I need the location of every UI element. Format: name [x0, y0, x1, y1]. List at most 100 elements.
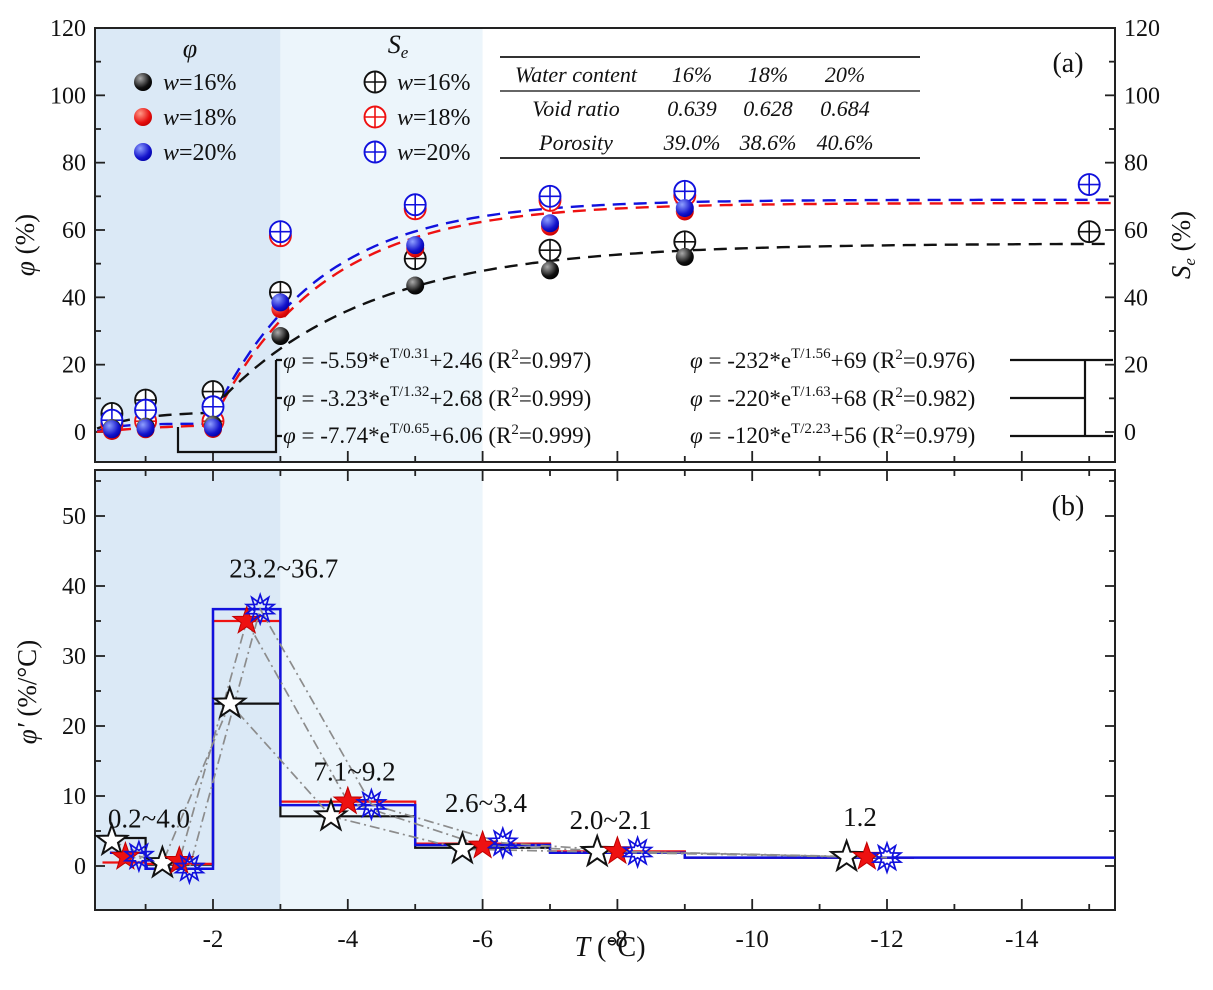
phi-marker-blue	[102, 420, 121, 439]
fit-equations: φ = -5.59*eT/0.31+2.46 (R2=0.997)φ = -3.…	[176, 346, 1113, 454]
text-span: φ	[283, 423, 296, 448]
text-span: φ	[690, 423, 703, 448]
x-tick-label: -14	[1005, 926, 1039, 953]
text-span: = -3.23*e	[296, 386, 390, 411]
legend-se-header: Se	[388, 30, 409, 62]
star-double-blue	[870, 840, 904, 872]
legend-label-se-black: w=16%	[397, 70, 471, 96]
x-tick-label: -4	[337, 926, 358, 953]
star-double-blue-rotated	[870, 843, 904, 875]
x-tick-label: -8	[607, 926, 628, 953]
phi-marker-blue	[134, 143, 152, 161]
panel-b-tick-label: 30	[62, 644, 86, 670]
x-tick-label: -6	[472, 926, 493, 953]
panel-a-left-tick-label: 60	[62, 218, 86, 244]
text-span: +2.46	[429, 348, 482, 373]
text-span: w	[163, 140, 179, 166]
equation-bracket-left	[176, 358, 282, 454]
phi-marker-blue	[136, 419, 155, 438]
table-header-cell: Water content	[515, 62, 638, 87]
panel-a-left-tick-label: 100	[50, 83, 86, 109]
panel-a-left-tick-label: 20	[62, 353, 86, 379]
panel-a-left-tick-label: 120	[50, 16, 86, 42]
se-marker-blue	[268, 220, 292, 244]
text-span: (R	[483, 348, 512, 373]
text-span: T/1.63	[791, 384, 831, 400]
star-double-blue-rotated	[621, 838, 654, 870]
legend-label-se-blue: w=20%	[397, 140, 471, 166]
se-marker-red	[363, 105, 387, 129]
text-span: 2	[895, 385, 903, 401]
text-span: T/2.23	[791, 421, 831, 437]
text-span: = -120*e	[703, 423, 791, 448]
table-row-porosity-cell: Porosity	[538, 130, 613, 155]
text-span: =0.997)	[519, 348, 591, 373]
star-filled-red	[332, 785, 364, 815]
panel-b-tick-label: 40	[62, 574, 86, 600]
text-span: =0.999)	[519, 386, 591, 411]
text-span: (%)	[10, 214, 40, 261]
text-span: =18%	[413, 105, 471, 131]
text-span: +68	[831, 386, 867, 411]
text-span: = -232*e	[703, 348, 791, 373]
star-double-blue	[243, 592, 277, 623]
phi-marker-black	[271, 327, 290, 346]
equation-unfrozen-black: φ = -7.74*eT/0.65+6.06 (R2=0.999)	[283, 421, 591, 448]
se-marker-blue	[134, 398, 158, 422]
panel-a-right-tick-label: 80	[1124, 151, 1148, 177]
table-header-cell: 20%	[825, 62, 865, 87]
table-row-porosity-cell: 38.6%	[739, 130, 797, 155]
text-span: w	[397, 105, 413, 131]
shading-band-2-panel-b	[280, 470, 483, 910]
text-span: =16%	[413, 70, 471, 96]
text-span: (%)	[1166, 211, 1196, 258]
se-marker-blue	[403, 193, 427, 217]
star-double-blue	[122, 839, 156, 870]
panel-a-right-tick-label: 20	[1124, 353, 1148, 379]
text-span: =0.999)	[519, 423, 591, 448]
phi-marker-red	[134, 108, 152, 126]
equation-frozen-red: φ = -220*eT/1.63+68 (R2=0.982)	[690, 384, 975, 411]
text-span: +6.06	[429, 423, 482, 448]
phi-marker-blue	[541, 214, 559, 233]
equation-frozen-blue: φ = -232*eT/1.56+69 (R2=0.976)	[690, 346, 975, 373]
x-tick-label: -12	[870, 926, 903, 953]
text-span: =18%	[179, 105, 237, 131]
se-marker-black	[1077, 220, 1101, 244]
star-double-blue	[173, 851, 206, 882]
panel-a-right-tick-label: 40	[1124, 285, 1148, 311]
text-span: w	[397, 140, 413, 166]
text-span: φ	[690, 348, 703, 373]
text-span: 2	[895, 347, 903, 363]
text-span: 2	[511, 347, 519, 363]
shading-band-2-panel-a	[280, 28, 483, 462]
text-span: φ′	[12, 722, 42, 744]
fit-curve-unfrozen-black	[96, 411, 205, 430]
text-span: w	[397, 70, 413, 96]
legend-label-phi-black: w=16%	[163, 70, 237, 96]
phi-marker-blue	[204, 418, 222, 437]
temperature-axis-title: T (°C)	[574, 932, 645, 963]
panel-b-frame	[94, 469, 1116, 911]
panel-a-frame	[94, 27, 1116, 463]
text-span: =20%	[179, 140, 237, 166]
table-row-void-ratio-cell: 0.684	[820, 96, 870, 121]
text-span: +2.68	[429, 386, 482, 411]
panel-a-label: (a)	[1052, 48, 1083, 79]
phi-marker-black	[406, 276, 425, 295]
phi-marker-black	[541, 261, 559, 280]
phi-axis-title: φ (%)	[10, 214, 40, 276]
text-span: = -220*e	[703, 386, 791, 411]
text-span: w	[163, 105, 179, 131]
panel-b-tick-label: 0	[74, 854, 86, 880]
star-double-blue	[621, 834, 654, 866]
phi-marker-blue	[271, 293, 290, 312]
star-open-black	[93, 821, 130, 857]
text-span: T	[574, 932, 592, 963]
text-span: T/0.31	[390, 346, 430, 362]
render-root: 0 0 20 20 40 40 60 60 80 80 100 100 120 120 0 10 20 30 40 5…	[10, 16, 1199, 963]
text-span: S	[1166, 265, 1196, 279]
star-double-blue-rotated	[173, 854, 206, 886]
panel-b-tick-label: 10	[62, 784, 86, 810]
